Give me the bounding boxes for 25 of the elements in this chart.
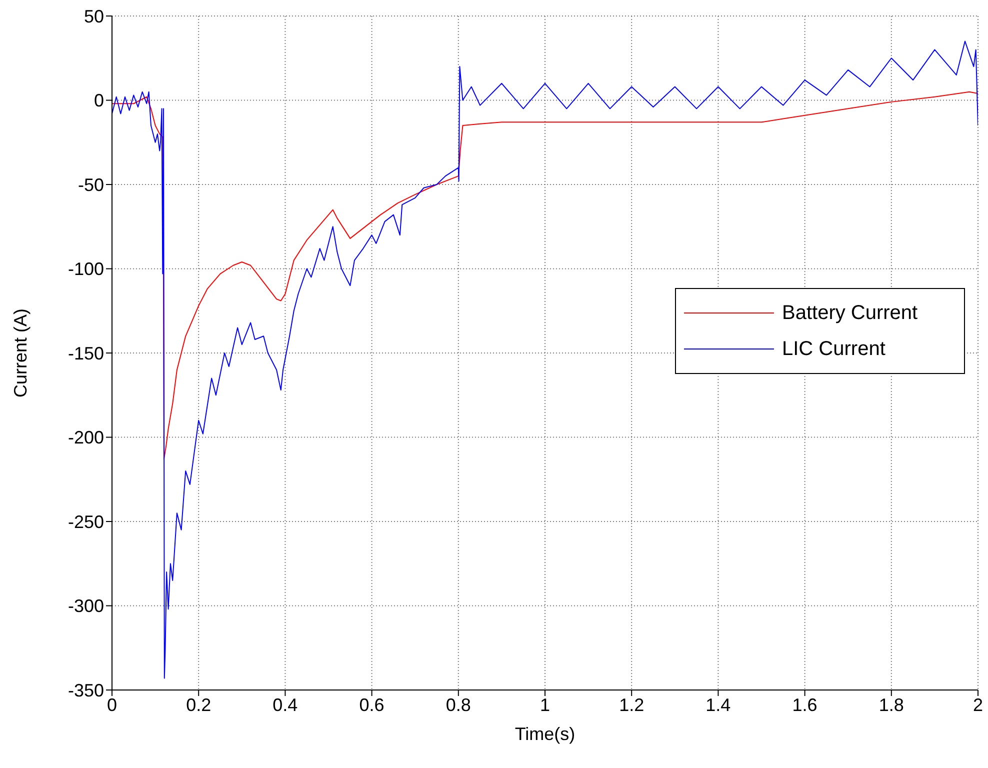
legend-label: LIC Current bbox=[782, 338, 886, 360]
legend-label: Battery Current bbox=[782, 302, 918, 324]
x-tick-label: 1 bbox=[540, 694, 550, 715]
y-tick-label: 50 bbox=[84, 6, 104, 26]
x-tick-label: 1.8 bbox=[878, 694, 904, 715]
x-tick-label: 0.6 bbox=[359, 694, 384, 715]
line-series bbox=[112, 40, 978, 679]
x-tick-label: 0 bbox=[106, 694, 118, 715]
x-tick-label: 0.4 bbox=[272, 694, 298, 715]
y-axis-title: Current (A) bbox=[10, 308, 30, 398]
y-tick-label: -100 bbox=[68, 259, 104, 280]
y-tick-label: -200 bbox=[68, 428, 104, 448]
y-tick-label: 0 bbox=[94, 90, 104, 111]
x-tick-label: 1.4 bbox=[706, 694, 731, 715]
y-tick-label: -150 bbox=[68, 343, 104, 364]
y-tick-label: -50 bbox=[78, 174, 104, 195]
x-axis-title: Time(s) bbox=[514, 724, 576, 744]
x-tick-label: 0.8 bbox=[446, 694, 471, 715]
y-tick-label: -250 bbox=[68, 512, 104, 532]
y-tick-label: -300 bbox=[68, 596, 104, 616]
y-tick-label: -350 bbox=[68, 680, 104, 700]
x-tick-label: 1.6 bbox=[792, 694, 818, 715]
x-tick-label: 0.2 bbox=[186, 694, 212, 715]
x-tick-label: 2 bbox=[972, 694, 984, 715]
x-tick-label: 1.2 bbox=[619, 694, 644, 715]
